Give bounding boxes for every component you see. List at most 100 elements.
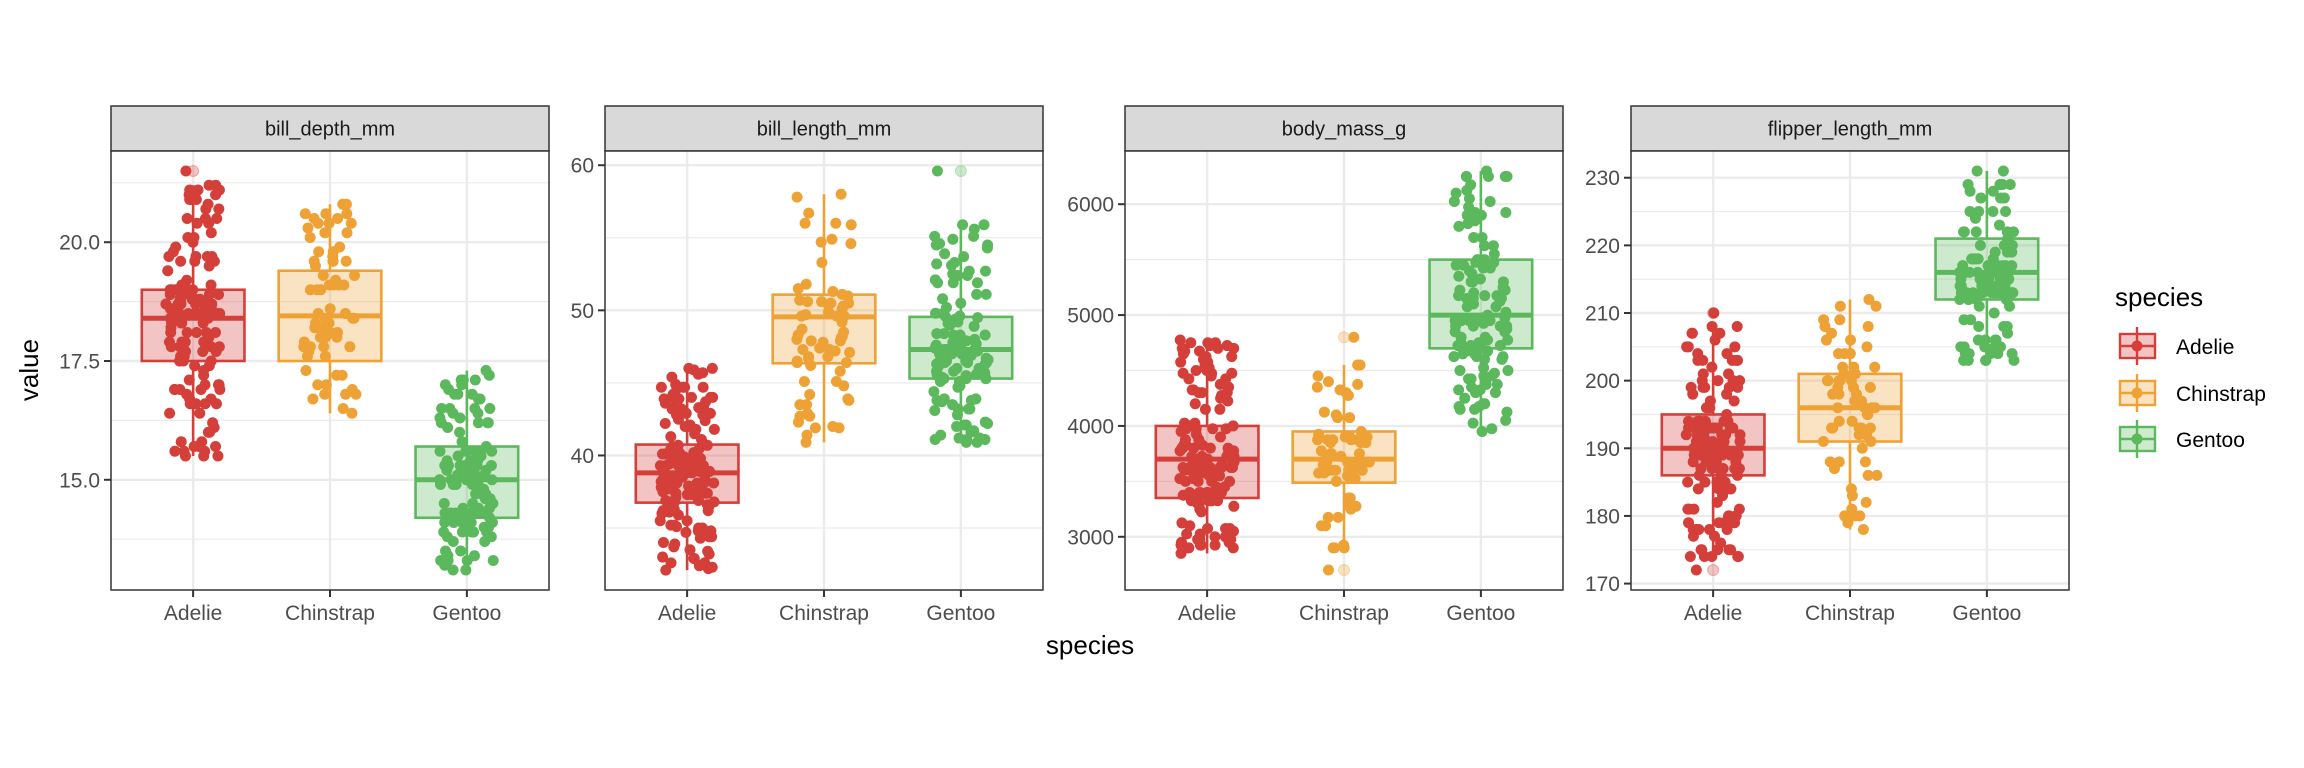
jitter-points-Adelie — [654, 362, 720, 576]
panel-border — [604, 150, 1044, 591]
data-point — [1225, 534, 1237, 546]
data-point — [1499, 170, 1511, 182]
x-tick-label: Chinstrap — [285, 602, 375, 625]
y-tick-label: 190 — [1585, 438, 1620, 461]
data-point — [307, 393, 319, 405]
data-point — [323, 317, 335, 329]
data-point — [1971, 165, 1983, 177]
data-point — [947, 233, 959, 245]
data-point — [338, 279, 350, 291]
data-point — [1227, 542, 1239, 554]
data-point — [315, 284, 327, 296]
data-point — [213, 341, 225, 353]
data-point — [346, 407, 358, 419]
data-point — [472, 479, 484, 491]
data-point — [1973, 206, 1985, 218]
data-point — [1196, 450, 1208, 462]
data-point — [1194, 462, 1206, 474]
outlier-point — [1338, 331, 1350, 344]
data-point — [1500, 207, 1512, 219]
jitter-points-Chinstrap — [1817, 293, 1883, 535]
data-point — [192, 184, 204, 196]
data-point — [1973, 300, 1985, 312]
data-point — [312, 379, 324, 391]
data-point — [658, 464, 670, 476]
data-point — [1344, 492, 1356, 504]
data-point — [1491, 378, 1503, 390]
data-point — [929, 404, 941, 416]
data-point — [1855, 395, 1867, 407]
data-point — [1465, 340, 1477, 352]
data-point — [706, 362, 718, 374]
data-point — [1869, 402, 1881, 414]
data-point — [692, 368, 704, 380]
data-point — [677, 470, 689, 482]
data-point — [199, 398, 211, 410]
data-point — [472, 417, 484, 429]
legend-title: species — [2115, 282, 2203, 312]
data-point — [439, 517, 451, 529]
data-point — [697, 381, 709, 393]
data-point — [197, 317, 209, 329]
data-point — [1954, 280, 1966, 292]
data-point — [1863, 293, 1875, 305]
data-point — [1697, 354, 1709, 366]
y-tick-label: 15.0 — [59, 469, 100, 492]
data-point — [800, 309, 812, 321]
data-point — [460, 445, 472, 457]
data-point — [972, 312, 984, 324]
data-point — [1729, 341, 1741, 353]
data-point — [1339, 431, 1351, 443]
y-tick-label: 50 — [571, 300, 594, 323]
facet-panel-bill_depth_mm: bill_depth_mm 15.0 17.5 20.0 Adelie Chinstrap… — [59, 105, 550, 625]
data-point — [1686, 327, 1698, 339]
data-point — [693, 402, 705, 414]
data-point — [1478, 362, 1490, 374]
data-point — [948, 365, 960, 377]
data-point — [1994, 341, 2006, 353]
data-point — [654, 515, 666, 527]
legend-item-Gentoo: Gentoo — [2118, 420, 2245, 458]
y-tick-label: 20.0 — [59, 232, 100, 255]
data-point — [163, 250, 175, 262]
data-point — [1727, 375, 1739, 387]
data-point — [693, 442, 705, 454]
data-point — [205, 227, 217, 239]
jitter-points-Gentoo — [434, 365, 499, 576]
data-point — [1986, 287, 1998, 299]
data-point — [1342, 470, 1354, 482]
data-point — [1975, 192, 1987, 204]
data-point — [1449, 326, 1461, 338]
data-point — [665, 519, 677, 531]
data-point — [456, 517, 468, 529]
data-point — [946, 399, 958, 411]
data-point — [1862, 321, 1874, 333]
boxplot-Gentoo — [414, 365, 520, 576]
data-point — [1478, 240, 1490, 252]
data-point — [1325, 448, 1337, 460]
data-point — [1732, 551, 1744, 563]
data-point — [301, 350, 313, 362]
data-point — [1977, 280, 1989, 292]
x-tick-label: Chinstrap — [1805, 602, 1895, 625]
data-point — [1871, 469, 1883, 481]
data-point — [1453, 401, 1465, 413]
data-point — [304, 231, 316, 243]
data-point — [1476, 231, 1488, 243]
data-point — [464, 455, 476, 467]
data-point — [1313, 467, 1325, 479]
data-point — [937, 293, 949, 305]
data-point — [1964, 206, 1976, 218]
data-point — [331, 326, 343, 338]
data-point — [1864, 381, 1876, 393]
data-point — [679, 420, 691, 432]
data-point — [799, 217, 811, 229]
data-point — [1448, 195, 1460, 207]
data-point — [1330, 464, 1342, 476]
data-point — [1454, 365, 1466, 376]
data-point — [1453, 220, 1465, 232]
data-point — [456, 436, 468, 448]
data-point — [1490, 301, 1502, 313]
data-point — [479, 536, 491, 548]
data-point — [805, 335, 817, 347]
